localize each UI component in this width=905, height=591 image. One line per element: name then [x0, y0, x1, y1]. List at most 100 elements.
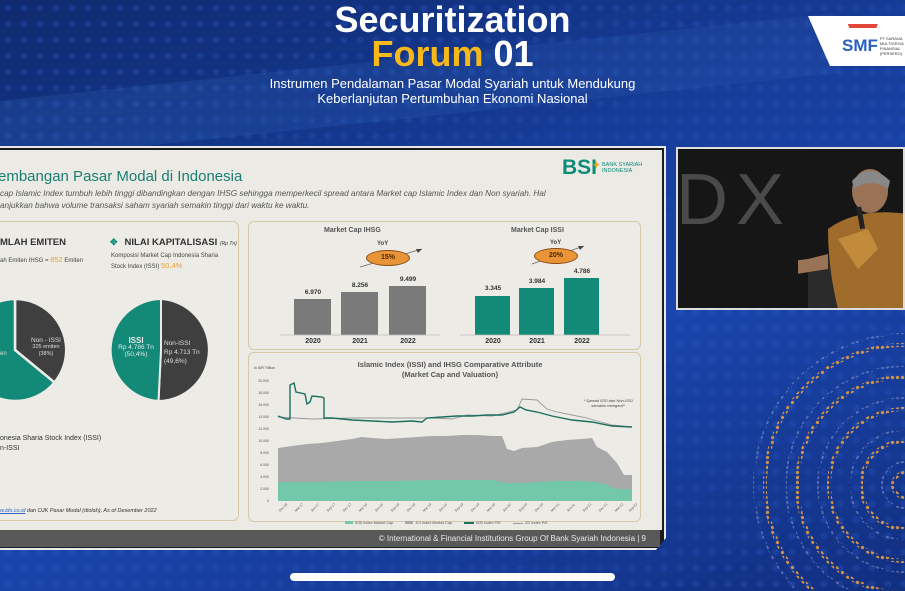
kapitalisasi-heading: ✥ NILAI KAPITALISASI (Rp Tn)	[110, 237, 237, 248]
svg-text:Sep-20: Sep-20	[518, 502, 528, 512]
source-note: w.idx.co.id dan OJK Pasar Modal (diolah)…	[0, 508, 157, 514]
ihsg-2020-value: 6.970	[304, 289, 322, 296]
ihsg-yoy-badge: 15%	[366, 250, 410, 266]
svg-text:Jun-17: Jun-17	[310, 503, 320, 513]
non-issi-cap-value: Rp 4.713 Tn	[164, 349, 200, 356]
svg-text:16.000: 16.000	[258, 403, 269, 407]
legend-issi-market-cap-text: ISSI Index Market Cap	[355, 521, 394, 525]
source-text: dan OJK Pasar Modal (diolah), As of Dese…	[25, 508, 157, 514]
svg-text:12.000: 12.000	[258, 427, 269, 431]
issi-yoy-label: YoY	[550, 240, 562, 246]
bsi-logo-mark-text: BSI	[562, 156, 598, 179]
svg-text:Mar-19: Mar-19	[422, 502, 432, 512]
legend-non-issi: n-ISSI	[0, 445, 20, 452]
bsi-logo-name: BANK SYARIAH INDONESIA	[602, 162, 642, 174]
issi-2022-value: 4.786	[573, 268, 591, 275]
smf-logo-text: SMF	[842, 36, 878, 55]
video-backdrop-logo: DX	[676, 160, 793, 240]
event-title-number: 01	[493, 33, 534, 74]
issi-label: ISSI	[128, 336, 144, 345]
emiten-subtext-suffix: Emiten	[62, 258, 84, 264]
legend-issi: onesia Sharia Stock Index (ISSI)	[0, 435, 102, 442]
svg-text:10.000: 10.000	[258, 439, 269, 443]
ihsg-year-2021: 2021	[352, 338, 368, 345]
svg-text:Sep-21: Sep-21	[582, 502, 592, 512]
speaker-video-feed[interactable]: DX	[676, 147, 905, 310]
emiten-heading: MLAH EMITEN	[0, 237, 66, 248]
kapitalisasi-pie-non-issi-label: Non-ISSI Rp 4.713 Tn (49,6%)	[164, 339, 210, 366]
y-axis-unit: In IDR Trillion	[254, 366, 276, 370]
svg-text:Dec-19: Dec-19	[470, 502, 480, 512]
svg-text:8.000: 8.000	[260, 451, 269, 455]
ihsg-year-2020: 2020	[305, 338, 321, 345]
ihsg-2021-value: 8.256	[351, 282, 369, 289]
event-tagline-line2: Keberlanjutan Pertumbuhan Ekonomi Nasion…	[317, 91, 588, 106]
issi-share-pct: 50,4%	[161, 261, 183, 270]
svg-text:6.000: 6.000	[260, 463, 269, 467]
svg-text:4.000: 4.000	[260, 475, 269, 479]
non-issi-count: 325 emiten	[32, 344, 60, 350]
svg-text:Mar-18: Mar-18	[358, 502, 368, 512]
svg-text:Mar-22: Mar-22	[614, 502, 624, 512]
ihsg-2022-value: 9.499	[399, 276, 417, 283]
star-icon: ✦	[592, 160, 601, 170]
kapitalisasi-subtext-line2: Stock Index (ISSI)	[111, 264, 162, 270]
kapitalisasi-pie-issi-label: ISSI Rp 4.786 Tn (50,4%)	[112, 336, 160, 359]
slide-description-line1: cap Islamic Index tumbuh lebih tinggi di…	[0, 189, 546, 198]
issi-2021-value: 3.984	[528, 278, 546, 285]
legend-issi-pe: ISSI Index P/E	[463, 521, 501, 525]
slide-description: cap Islamic Index tumbuh lebih tinggi di…	[0, 188, 640, 212]
slide-description-line2: anjukkan bahwa volume transaksi saham sy…	[0, 201, 310, 210]
kapitalisasi-unit: (Rp Tn)	[219, 241, 237, 247]
svg-text:18.000: 18.000	[258, 391, 269, 395]
kapitalisasi-subtext-line1: Komposisi Market Cap Indonesia Sharia	[111, 253, 219, 259]
svg-text:Sep-22: Sep-22	[628, 502, 637, 512]
svg-text:Dec-17: Dec-17	[342, 502, 352, 512]
svg-text:Sep-19: Sep-19	[454, 502, 464, 512]
issi-value: Rp 4.786 Tn	[118, 344, 154, 351]
comparative-chart-title: Islamic Index (ISSI) and IHSG Comparativ…	[330, 360, 570, 380]
non-issi-cap-label: Non-ISSI	[164, 340, 191, 347]
comparative-chart-title-line1: Islamic Index (ISSI) and IHSG Comparativ…	[357, 360, 543, 369]
smf-roof-icon	[844, 24, 878, 34]
non-issi-label: Non - ISSI	[31, 337, 61, 344]
event-tagline-line1: Instrumen Pendalaman Pasar Modal Syariah…	[269, 76, 636, 91]
home-indicator-bar[interactable]	[290, 573, 615, 581]
event-title-line2: Forum 01	[0, 36, 905, 72]
svg-text:20.000: 20.000	[258, 379, 269, 383]
bsi-logo-name-line2: INDONESIA	[602, 168, 633, 174]
issi-year-2020: 2020	[485, 338, 501, 345]
emiten-subtext: ah Emiten IHSG = 852 Emiten	[0, 255, 83, 266]
pie-legend: onesia Sharia Stock Index (ISSI) n-ISSI	[0, 434, 101, 454]
legend-jci-pe: JCI Index P/E	[512, 521, 548, 525]
ihsg-yoy-label: YoY	[377, 241, 389, 247]
svg-text:Jun-21: Jun-21	[566, 503, 576, 513]
slide-footer: © International & Financial Institutions…	[0, 530, 660, 547]
svg-text:Dec-18: Dec-18	[406, 502, 416, 512]
svg-text:Dec-16: Dec-16	[278, 502, 288, 512]
svg-text:Jun-19: Jun-19	[438, 503, 448, 513]
svg-text:Dec-20: Dec-20	[534, 502, 544, 512]
non-issi-cap-pct: (49,6%)	[164, 358, 187, 365]
svg-text:Mar-17: Mar-17	[294, 502, 304, 512]
svg-text:2.000: 2.000	[260, 487, 269, 491]
emiten-count: 852	[50, 255, 63, 264]
svg-text:Sep-17: Sep-17	[326, 502, 336, 512]
legend-issi-pe-text: ISSI Index P/E	[475, 521, 501, 525]
event-tagline: Instrumen Pendalaman Pasar Modal Syariah…	[0, 76, 905, 106]
ihsg-chart-title: Market Cap IHSG	[324, 227, 381, 234]
svg-text:Jun-20: Jun-20	[502, 503, 512, 513]
legend-jci-pe-text: JCI Index P/E	[524, 521, 548, 525]
legend-jci-market-cap-text: JCI Index Market Cap	[415, 521, 452, 525]
event-title: Securitization	[334, 0, 571, 40]
ihsg-year-2022: 2022	[400, 338, 416, 345]
kapitalisasi-heading-text: NILAI KAPITALISASI	[124, 237, 218, 248]
bsi-logo-name-line1: BANK SYARIAH	[602, 162, 643, 168]
svg-text:Jun-18: Jun-18	[374, 503, 384, 513]
issi-chart-title: Market Cap ISSI	[511, 227, 564, 234]
legend-issi-market-cap: ISSI Index Market Cap	[345, 521, 393, 525]
issi-year-2021: 2021	[529, 338, 545, 345]
source-link[interactable]: w.idx.co.id	[0, 508, 26, 514]
svg-text:Mar-21: Mar-21	[550, 502, 560, 512]
market-cap-bar-charts	[280, 245, 630, 336]
